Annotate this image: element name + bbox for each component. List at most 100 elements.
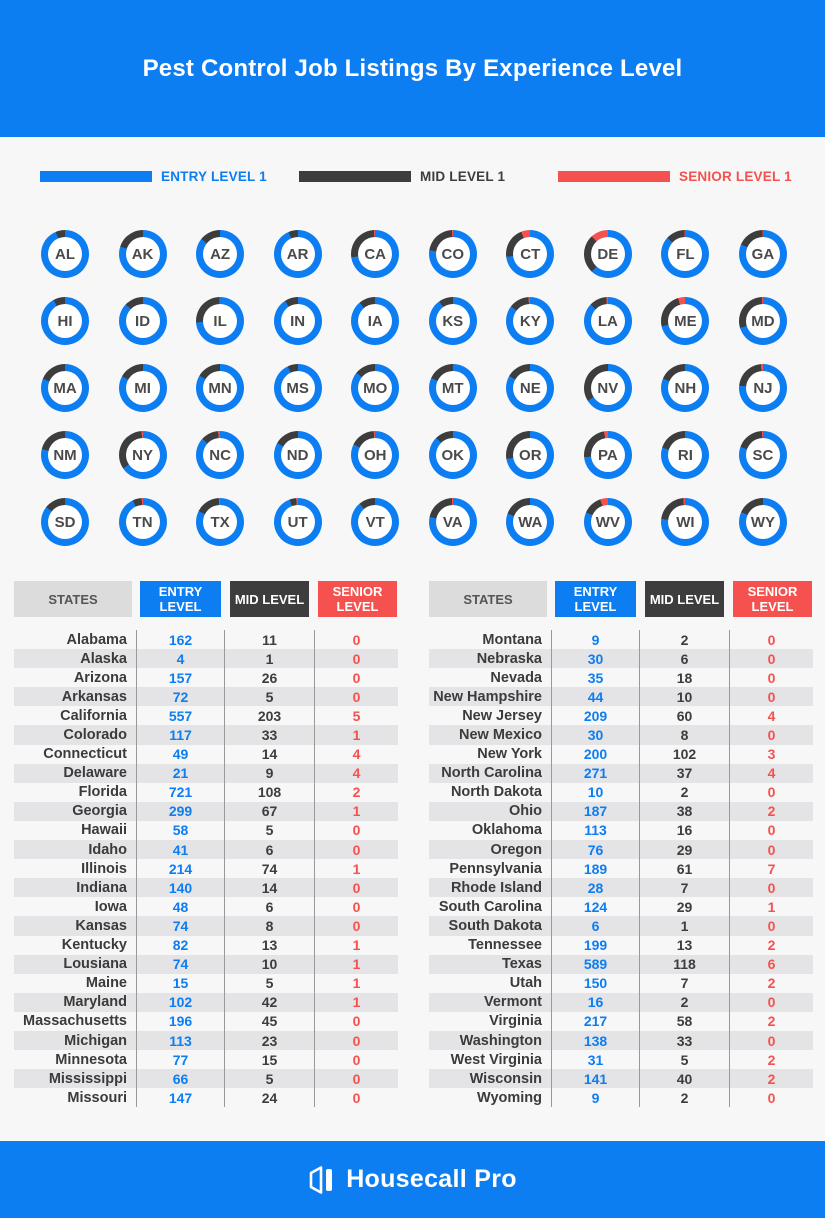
state-name: Alabama <box>66 631 127 648</box>
mid-level-value: 16 <box>639 820 729 841</box>
donut-hole: NE <box>513 371 548 405</box>
state-abbr-label: GA <box>751 245 775 263</box>
state-name: Maine <box>85 975 127 992</box>
state-donut: CA <box>351 230 400 278</box>
state-name: Rhode Island <box>450 879 542 896</box>
header-banner: Pest Control Job Listings By Experience … <box>0 0 825 137</box>
donut-hole: KS <box>435 304 470 338</box>
state-abbr-label: MD <box>751 312 775 330</box>
senior-level-value: 2 <box>729 1050 813 1070</box>
state-abbr-label: MT <box>441 379 464 397</box>
donut-hole: SC <box>745 438 780 472</box>
donut-hole: OK <box>435 438 470 472</box>
table-row: Lousiana 74 10 1 <box>14 954 398 974</box>
mid-level-value: 2 <box>639 782 729 802</box>
state-name: Iowa <box>94 898 127 915</box>
donut-hole: ID <box>125 304 160 338</box>
state-abbr-label: NM <box>53 446 77 464</box>
entry-level-value: 199 <box>551 935 639 955</box>
senior-level-value: 0 <box>314 1050 398 1070</box>
entry-level-swatch <box>40 170 152 182</box>
state-name: Vermont <box>483 994 542 1011</box>
donut-hole: AZ <box>203 237 238 271</box>
mid-level-value: 7 <box>639 973 729 993</box>
senior-level-value: 0 <box>314 820 398 841</box>
table-row: New York 200 102 3 <box>429 744 813 764</box>
senior-level-value: 0 <box>729 782 813 802</box>
table-row: Iowa 48 6 0 <box>14 897 398 917</box>
state-name: Arizona <box>73 669 127 686</box>
state-abbr-label: MS <box>286 379 309 397</box>
state-abbr-label: TN <box>132 513 153 531</box>
state-name: Delaware <box>63 765 127 782</box>
donut-hole: CO <box>435 237 470 271</box>
state-donut: DE <box>583 230 632 278</box>
donut-row: MA MI MN MS MO MT NE NV NH NJ <box>41 364 787 412</box>
legend-item-mid: MID LEVEL 1 <box>299 168 558 184</box>
table-row: Maryland 102 42 1 <box>14 992 398 1012</box>
donut-hole: PA <box>590 438 625 472</box>
state-abbr-label: MO <box>363 379 388 397</box>
state-donut: ME <box>661 297 710 345</box>
state-name: North Carolina <box>441 765 542 782</box>
senior-level-value: 4 <box>729 763 813 783</box>
state-abbr-label: NH <box>674 379 697 397</box>
mid-level-value: 29 <box>639 897 729 917</box>
entry-level-value: 48 <box>136 897 224 917</box>
entry-level-value: 299 <box>136 801 224 821</box>
table-header-row: STATES ENTRY LEVEL MID LEVEL SENIOR LEVE… <box>14 581 398 617</box>
state-donut: HI <box>41 297 89 345</box>
state-name: Florida <box>78 784 127 801</box>
table-row: Connecticut 49 14 4 <box>14 744 398 764</box>
state-donut: MI <box>118 364 167 412</box>
entry-level-value: 150 <box>551 973 639 993</box>
donut-row: SD TN TX UT VT VA WA WV WI WY <box>41 498 787 546</box>
table-row: Utah 150 7 2 <box>429 973 813 993</box>
entry-level-value: 30 <box>551 725 639 745</box>
entry-level-value: 102 <box>136 992 224 1012</box>
entry-level-value: 157 <box>136 668 224 688</box>
state-abbr-label: AK <box>131 245 154 263</box>
state-donut: GA <box>738 230 787 278</box>
senior-level-value: 5 <box>314 706 398 726</box>
states-table-left: STATES ENTRY LEVEL MID LEVEL SENIOR LEVE… <box>14 581 398 1108</box>
senior-level-value: 0 <box>314 687 398 707</box>
state-donut: MO <box>351 364 400 412</box>
mid-level-value: 8 <box>639 725 729 745</box>
donut-hole: WI <box>668 505 703 539</box>
state-abbr-label: SC <box>752 446 774 464</box>
state-donut: TX <box>196 498 245 546</box>
entry-level-value: 140 <box>136 878 224 898</box>
state-name: Alaska <box>80 650 127 667</box>
state-abbr-label: TX <box>210 513 230 531</box>
state-donut: LA <box>583 297 632 345</box>
state-donut: IN <box>273 297 322 345</box>
state-abbr-label: WA <box>518 513 543 531</box>
state-donut: OR <box>506 431 555 479</box>
state-donut: NV <box>583 364 632 412</box>
donut-hole: MI <box>125 371 160 405</box>
donut-hole: MT <box>435 371 470 405</box>
table-row: Virginia 217 58 2 <box>429 1011 813 1031</box>
state-donut: OK <box>428 431 477 479</box>
senior-level-value: 1 <box>729 897 813 917</box>
mid-level-value: 118 <box>639 954 729 974</box>
state-name: Arkansas <box>61 688 127 705</box>
state-abbr-label: ID <box>135 312 151 330</box>
entry-level-value: 9 <box>551 1088 639 1108</box>
state-name: Kansas <box>75 917 127 934</box>
state-donut: NM <box>41 431 89 479</box>
table-row: North Carolina 271 37 4 <box>429 763 813 783</box>
donut-hole: OH <box>358 438 393 472</box>
state-name: Ohio <box>508 803 542 820</box>
state-name: South Dakota <box>448 917 542 934</box>
senior-level-swatch <box>558 170 670 182</box>
table-row: Delaware 21 9 4 <box>14 763 398 783</box>
state-donut: MT <box>428 364 477 412</box>
state-abbr-label: VA <box>442 513 463 531</box>
table-row: Wisconsin 141 40 2 <box>429 1069 813 1089</box>
entry-level-value: 76 <box>551 840 639 860</box>
senior-level-value: 2 <box>314 782 398 802</box>
table-row: Michigan 113 23 0 <box>14 1030 398 1051</box>
entry-level-value: 6 <box>551 916 639 936</box>
